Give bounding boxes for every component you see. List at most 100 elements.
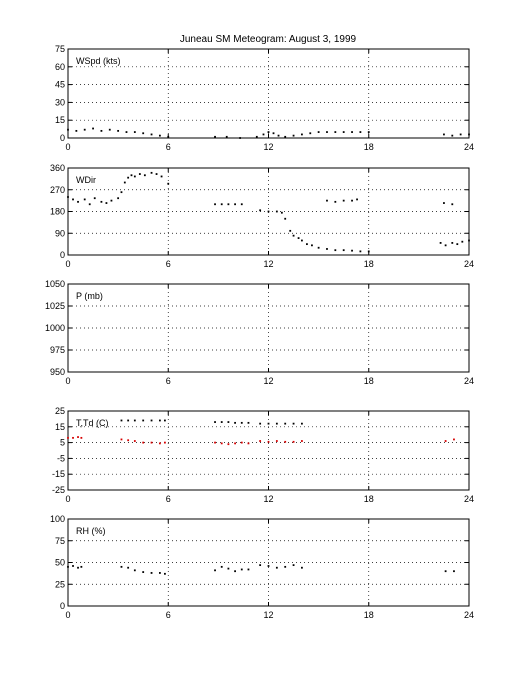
y-tick-label: 360 [50, 163, 65, 173]
data-point [309, 132, 312, 135]
data-point [259, 209, 262, 212]
data-point [240, 421, 243, 424]
data-point [67, 436, 69, 439]
data-point [275, 566, 278, 569]
data-point [155, 173, 158, 175]
x-tick-label: 6 [166, 494, 171, 504]
data-point [77, 200, 79, 203]
data-point [214, 569, 216, 572]
data-point [284, 440, 287, 443]
data-point [72, 565, 74, 567]
x-tick-label: 0 [65, 259, 70, 269]
data-point [160, 175, 163, 178]
data-point [297, 237, 300, 239]
data-point [83, 128, 86, 131]
data-point [225, 135, 228, 138]
data-point [356, 198, 358, 201]
data-point [234, 203, 236, 206]
data-point [164, 419, 166, 422]
data-point [158, 134, 161, 137]
data-point [120, 438, 123, 441]
data-point [317, 131, 320, 133]
data-point [75, 129, 78, 132]
data-point [100, 200, 103, 203]
data-point [142, 132, 145, 135]
data-point [150, 133, 153, 136]
data-point [275, 440, 278, 442]
data-point [451, 203, 454, 206]
y-tick-label: -5 [57, 453, 65, 463]
data-point [342, 199, 345, 202]
y-tick-label: 75 [55, 44, 65, 54]
data-point [451, 242, 454, 244]
data-point [234, 442, 236, 445]
data-point [301, 566, 303, 569]
data-point [453, 438, 455, 441]
data-point [80, 565, 83, 568]
y-tick-label: 1000 [45, 323, 65, 333]
data-point [142, 441, 145, 444]
data-point [133, 440, 136, 442]
x-tick-label: 12 [263, 610, 273, 620]
y-tick-label: -15 [52, 469, 65, 479]
y-tick-label: 90 [55, 228, 65, 238]
data-point [292, 422, 295, 425]
data-point [317, 246, 320, 249]
data-point [133, 419, 136, 422]
data-point [275, 422, 278, 425]
data-point [239, 137, 241, 139]
data-point [301, 239, 303, 242]
data-point [444, 244, 447, 247]
x-tick-label: 6 [166, 142, 171, 152]
x-tick-label: 18 [364, 376, 374, 386]
data-point [150, 171, 153, 174]
data-point [247, 568, 250, 571]
data-point [220, 203, 223, 206]
y-tick-label: 0 [60, 601, 65, 611]
data-point [444, 440, 447, 442]
y-tick-label: 60 [55, 62, 65, 72]
data-point [247, 442, 250, 445]
x-tick-label: 0 [65, 494, 70, 504]
x-tick-label: 12 [263, 494, 273, 504]
data-point [311, 244, 313, 247]
data-point [127, 176, 130, 179]
data-point [220, 421, 223, 423]
data-point [267, 440, 270, 443]
x-tick-label: 12 [263, 376, 273, 386]
data-point [67, 565, 69, 568]
x-tick-label: 6 [166, 259, 171, 269]
data-point [133, 569, 136, 572]
panel-3: 950 975 1000 1025 1050 0 6 12 18 24 P (mb) [45, 279, 474, 386]
data-point [292, 234, 295, 237]
data-point [214, 203, 216, 206]
y-tick-label: 100 [50, 514, 65, 524]
y-tick-label: 50 [55, 558, 65, 568]
data-point [158, 442, 161, 445]
data-point [334, 200, 337, 203]
data-point [292, 564, 295, 567]
data-point [83, 198, 86, 201]
data-point [267, 565, 270, 567]
data-point [127, 419, 130, 422]
panel-label: P (mb) [76, 291, 103, 301]
data-point [227, 443, 230, 446]
data-point [459, 133, 462, 136]
data-point [334, 131, 337, 133]
data-point [301, 422, 303, 425]
y-tick-label: 25 [55, 406, 65, 416]
x-tick-label: 0 [65, 610, 70, 620]
data-point [351, 199, 353, 202]
y-tick-label: 30 [55, 97, 65, 107]
data-point [326, 248, 328, 250]
data-point [67, 128, 69, 131]
x-tick-label: 18 [364, 610, 374, 620]
data-point [120, 191, 123, 194]
data-point [292, 134, 295, 137]
data-point [117, 129, 120, 132]
x-tick-label: 24 [464, 610, 474, 620]
x-tick-label: 24 [464, 376, 474, 386]
data-point [164, 572, 166, 575]
data-point [259, 422, 262, 425]
data-point [93, 197, 96, 200]
